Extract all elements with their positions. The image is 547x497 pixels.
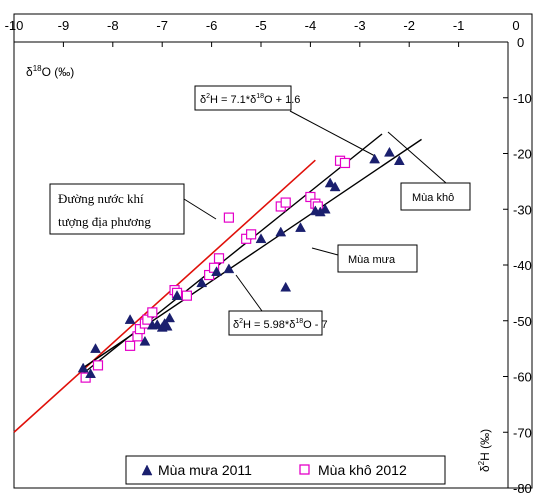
point-mua-kho-2012 [339, 157, 351, 169]
point-mua-mua-2011 [295, 222, 306, 232]
lmwl-label-box [49, 183, 185, 235]
callout-label-kho [387, 131, 447, 184]
point-mua-mua-2011 [211, 266, 222, 276]
legend-label-kho: Mùa khô 2012 [318, 462, 407, 478]
point-mua-mua-2011 [124, 314, 136, 324]
point-mua-mua-2011 [369, 153, 381, 164]
legend-marker-kho [299, 464, 310, 475]
y-tick-label: -60 [513, 370, 532, 385]
point-mua-kho-2012 [213, 253, 225, 264]
callout-eq-mua [235, 274, 263, 312]
label-kho-text: Mùa khô [412, 192, 454, 204]
x-tick-label: 0 [512, 18, 519, 33]
x-tick-label: -2 [403, 18, 415, 33]
point-mua-mua-2011 [255, 233, 267, 244]
lmwl-label-line2: tượng địa phương [58, 214, 151, 229]
point-mua-kho-2012 [147, 307, 158, 318]
lmwl-label-line1: Đường nước khí [58, 191, 144, 206]
y-tick-label: -80 [513, 481, 532, 496]
point-mua-mua-2011 [196, 277, 208, 288]
x-tick-label: -1 [453, 18, 465, 33]
point-mua-kho-2012 [246, 229, 257, 240]
data-points [77, 146, 405, 383]
lmwl-line [13, 159, 316, 433]
x-tick-label: -3 [354, 18, 366, 33]
legend-label-mua: Mùa mưa 2011 [158, 462, 252, 478]
point-mua-mua-2011 [223, 263, 235, 274]
label-kho-box [400, 182, 471, 211]
point-mua-mua-2011 [384, 146, 395, 157]
point-mua-kho-2012 [124, 340, 136, 351]
eq-kho-text: δ2H = 7.1*δ18O + 1.6 [200, 93, 300, 106]
x-tick-label: -6 [206, 18, 218, 33]
callout-eq-kho [289, 110, 376, 157]
point-mua-kho-2012 [280, 197, 291, 208]
point-mua-mua-2011 [171, 290, 183, 300]
callout-lmwl [183, 198, 217, 220]
legend-marker-mua [141, 464, 153, 476]
x-tick-label: -4 [305, 18, 317, 33]
y-tick-label: -50 [513, 314, 532, 329]
label-mua-text: Mùa mưa [348, 254, 396, 266]
y-tick-label: -30 [513, 202, 532, 217]
point-mua-mua-2011 [275, 226, 287, 237]
x-axis-ticks: -10 -9 -8 -7 -6 -5 -4 -3 -2 -1 0 [5, 18, 520, 47]
point-mua-mua-2011 [139, 335, 151, 346]
point-mua-mua-2011 [329, 181, 341, 192]
trend-lines [13, 133, 422, 433]
callout-label-mua [311, 247, 339, 256]
y-tick-label: -70 [513, 425, 532, 440]
y-tick-label: 0 [517, 35, 524, 50]
eq-kho-box [194, 85, 292, 111]
x-axis-title: δ18O (‰) [26, 64, 74, 79]
point-mua-mua-2011 [164, 312, 176, 323]
y-tick-label: -10 [513, 91, 532, 106]
point-mua-mua-2011 [280, 281, 292, 292]
y-axis-ticks: 0 -10 -20 -30 -40 -50 -60 -70 -80 [503, 35, 532, 496]
eq-mua-box [228, 310, 323, 336]
eq-mua-text: δ2H = 5.98*δ18O - 7 [233, 318, 328, 331]
point-mua-mua-2011 [324, 177, 336, 188]
x-tick-label: -10 [5, 18, 24, 33]
x-tick-label: -7 [156, 18, 168, 33]
y-tick-label: -20 [513, 147, 532, 162]
plot-frame [13, 13, 533, 489]
y-axis-title: δ2H (‰) [477, 429, 492, 472]
point-mua-mua-2011 [161, 320, 173, 331]
point-mua-kho-2012 [92, 360, 104, 371]
point-mua-mua-2011 [85, 368, 96, 378]
y-tick-label: -40 [513, 258, 532, 273]
label-mua-box [337, 244, 418, 273]
point-mua-mua-2011 [319, 203, 331, 214]
point-mua-mua-2011 [77, 362, 89, 373]
point-mua-mua-2011 [393, 155, 405, 165]
point-mua-mua-2011 [90, 343, 101, 353]
legend-box [125, 455, 446, 485]
x-tick-label: -5 [255, 18, 267, 33]
point-mua-kho-2012 [223, 212, 234, 223]
x-tick-label: -8 [107, 18, 119, 33]
point-mua-kho-2012 [181, 290, 192, 301]
x-tick-label: -9 [58, 18, 70, 33]
